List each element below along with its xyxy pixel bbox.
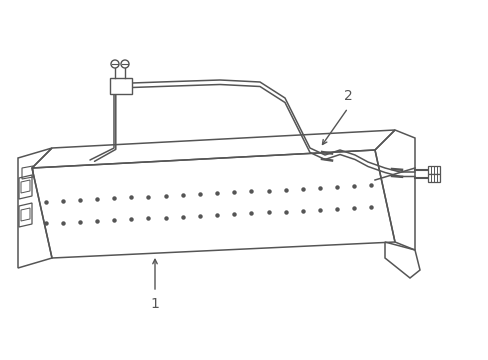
Text: 2: 2 [343, 89, 352, 103]
Polygon shape [110, 78, 132, 94]
Circle shape [121, 60, 129, 68]
Polygon shape [427, 166, 439, 174]
Circle shape [111, 60, 119, 68]
Text: 1: 1 [150, 297, 159, 311]
Polygon shape [427, 174, 439, 182]
